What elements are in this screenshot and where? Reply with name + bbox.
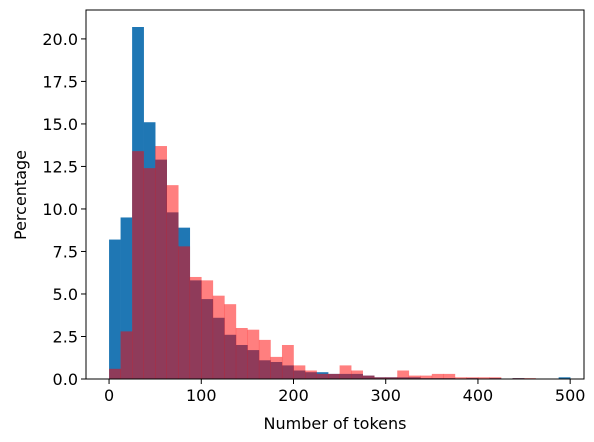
histogram-bar-s1-9	[212, 295, 225, 379]
histogram-bar-s1-33	[489, 377, 502, 379]
histogram-bar-s1-7	[189, 276, 202, 379]
histogram-bar-s1-26	[408, 375, 421, 379]
y-tick-label: 10.0	[42, 200, 78, 219]
histogram-bar-s1-29	[443, 373, 456, 379]
x-tick-label: 100	[186, 386, 217, 405]
y-tick-label: 0.0	[53, 370, 78, 389]
histogram-bar-s1-16	[293, 365, 306, 379]
histogram-bar-s0-33	[558, 377, 571, 379]
histogram-bar-s1-17	[305, 370, 317, 379]
x-tick-label: 200	[278, 386, 309, 405]
histogram-bar-s1-32	[477, 377, 490, 379]
histogram-bar-s1-19	[328, 373, 340, 379]
histogram-bar-s1-25	[397, 370, 410, 379]
histogram-bar-s1-15	[281, 344, 294, 379]
y-axis: 0.0 2.5 5.0 7.5 10.0 12.5 15.0 17.5 20.0	[42, 30, 86, 389]
bars-layer	[109, 27, 571, 379]
y-tick-label: 2.5	[53, 327, 78, 346]
x-tick-label: 0	[104, 386, 114, 405]
histogram-bar-s1-31	[466, 377, 479, 379]
y-axis-label: Percentage	[11, 150, 30, 240]
histogram-bar-s1-14	[270, 356, 283, 379]
histogram-bar-s1-22	[362, 375, 375, 379]
x-axis-label: Number of tokens	[264, 414, 407, 433]
histogram-bar-s1-11	[235, 327, 248, 379]
y-tick-label: 5.0	[53, 285, 78, 304]
y-tick-label: 7.5	[53, 242, 78, 261]
histogram-bar-s1-28	[431, 373, 444, 379]
histogram-bar-s1-18	[316, 373, 329, 379]
x-tick-label: 500	[555, 386, 586, 405]
x-axis: 0 100 200 300 400 500	[104, 379, 585, 405]
histogram-bar-s0-1	[120, 217, 133, 379]
histogram-bar-s0-0	[109, 239, 121, 379]
y-tick-label: 12.5	[42, 157, 78, 176]
y-tick-label: 20.0	[42, 30, 78, 49]
histogram-bar-s1-23	[374, 377, 387, 379]
plot-frame	[85, 9, 585, 380]
histogram-bar-s1-3	[143, 168, 156, 379]
histogram-bar-s1-8	[201, 280, 214, 379]
histogram-bar-s1-20	[339, 365, 352, 379]
x-tick-label: 400	[463, 386, 494, 405]
x-tick-label: 300	[370, 386, 401, 405]
histogram-bar-s1-21	[351, 370, 363, 379]
histogram-bar-s1-4	[155, 146, 167, 379]
histogram-bar-s1-0	[109, 368, 121, 379]
histogram-bar-s1-27	[420, 375, 433, 379]
histogram-bar-s1-6	[178, 246, 191, 379]
histogram-bar-s1-30	[454, 377, 467, 379]
histogram-bar-s1-5	[166, 185, 179, 379]
histogram-bar-s1-13	[258, 339, 271, 379]
histogram-bar-s1-10	[224, 304, 237, 379]
histogram-bar-s1-24	[385, 377, 398, 379]
histogram-bar-s1-12	[247, 329, 260, 379]
histogram-bar-s1-1	[120, 331, 133, 379]
y-tick-label: 15.0	[42, 115, 78, 134]
histogram-bar-s1-2	[132, 151, 144, 379]
y-tick-label: 17.5	[42, 72, 78, 91]
